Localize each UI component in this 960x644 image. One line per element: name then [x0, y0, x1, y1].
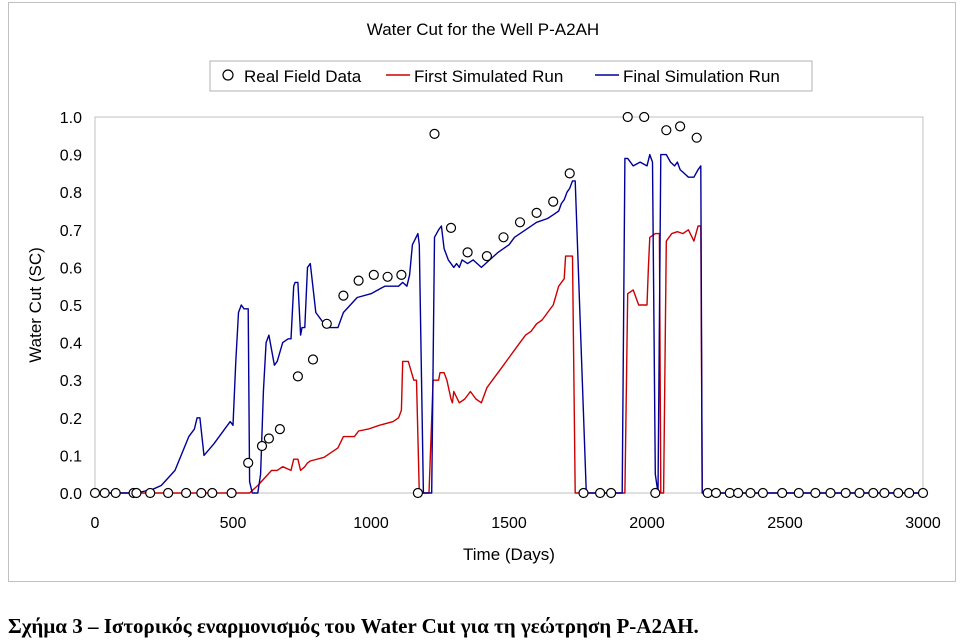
data-point-real-field-data — [481, 251, 492, 262]
data-point-real-field-data — [163, 487, 174, 499]
y-tick-label: 0.2 — [60, 411, 82, 428]
data-point-real-field-data — [793, 487, 804, 499]
data-point-real-field-data — [710, 487, 722, 499]
data-point-real-field-data — [777, 487, 788, 499]
data-point-real-field-data — [605, 487, 617, 499]
data-point-real-field-data — [548, 196, 559, 207]
y-tick-labels: 0.0 0.1 0.2 0.3 0.4 0.5 0.6 0.7 0.8 0.9 1.0 — [60, 110, 82, 503]
data-point-real-field-data — [396, 269, 407, 280]
data-point-real-field-data — [879, 487, 890, 499]
chart-canvas: Water Cut for the Well P-A2AH Real Field… — [26, 20, 941, 564]
data-point-real-field-data — [353, 275, 364, 286]
x-tick-labels: 0 500 1000 1500 2000 2500 3000 — [91, 515, 941, 532]
data-point-real-field-data — [99, 487, 110, 499]
data-point-real-field-data — [840, 487, 851, 499]
data-point-real-field-data — [181, 487, 192, 499]
data-point-real-field-data — [307, 354, 319, 365]
data-point-real-field-data — [661, 125, 672, 136]
data-point-real-field-data — [382, 271, 393, 282]
data-point-real-field-data — [674, 121, 686, 132]
data-point-real-field-data — [412, 487, 423, 499]
series-lines — [95, 153, 923, 494]
y-tick-label: 0.0 — [60, 486, 82, 503]
data-point-real-field-data — [757, 487, 769, 499]
data-point-real-field-data — [868, 487, 879, 499]
data-point-real-field-data — [145, 487, 156, 499]
figure-caption: Σχήμα 3 – Ιστορικός εναρμονισμός του Wat… — [8, 614, 699, 638]
data-point-real-field-data — [732, 487, 744, 499]
y-tick-label: 0.4 — [60, 336, 82, 353]
data-point-real-field-data — [292, 371, 303, 382]
y-tick-label: 0.3 — [60, 373, 82, 390]
series-line-final-simulation-run — [95, 153, 923, 494]
x-axis-label: Time (Days) — [463, 545, 555, 564]
data-point-real-field-data — [854, 487, 865, 499]
legend-label-final-simulation-run: Final Simulation Run — [623, 67, 780, 86]
x-tick-label: 1500 — [491, 515, 527, 532]
data-point-real-field-data — [702, 487, 713, 499]
series-markers — [89, 111, 929, 499]
data-point-real-field-data — [243, 457, 254, 468]
y-axis-label: Water Cut (SC) — [26, 247, 45, 363]
chart-title: Water Cut for the Well P-A2AH — [367, 20, 599, 39]
data-point-real-field-data — [594, 487, 606, 499]
y-tick-label: 0.1 — [60, 448, 82, 465]
data-point-real-field-data — [745, 487, 756, 499]
data-point-real-field-data — [825, 487, 836, 499]
y-tick-label: 1.0 — [60, 110, 82, 127]
data-point-real-field-data — [498, 232, 509, 243]
legend-label-first-simulated-run: First Simulated Run — [414, 67, 563, 86]
data-point-real-field-data — [650, 487, 661, 499]
data-point-real-field-data — [429, 128, 440, 139]
y-tick-label: 0.8 — [60, 185, 82, 202]
x-tick-label: 2500 — [767, 515, 803, 532]
legend-box — [209, 60, 813, 92]
data-point-real-field-data — [917, 487, 929, 499]
x-tick-label: 2000 — [629, 515, 665, 532]
data-point-real-field-data — [196, 487, 207, 499]
data-point-real-field-data — [462, 247, 473, 258]
data-point-real-field-data — [639, 111, 650, 123]
chart-frame — [8, 2, 956, 582]
data-point-real-field-data — [514, 217, 526, 228]
data-point-real-field-data — [724, 487, 735, 499]
data-point-real-field-data — [564, 168, 575, 179]
data-point-real-field-data — [131, 487, 142, 499]
data-point-real-field-data — [622, 111, 633, 123]
data-point-real-field-data — [256, 440, 268, 452]
y-tick-label: 0.7 — [60, 223, 82, 240]
data-point-real-field-data — [226, 487, 237, 499]
data-point-real-field-data — [263, 433, 274, 444]
x-tick-label: 1000 — [353, 515, 389, 532]
legend-marker-real-field-data — [222, 69, 234, 81]
x-tick-label: 0 — [91, 515, 100, 532]
data-point-real-field-data — [904, 487, 915, 499]
legend-label-real-field-data: Real Field Data — [244, 67, 362, 86]
data-point-real-field-data — [338, 290, 349, 301]
data-point-real-field-data — [274, 424, 285, 435]
x-tick-label: 3000 — [905, 515, 941, 532]
data-point-real-field-data — [445, 222, 457, 233]
data-point-real-field-data — [368, 269, 379, 280]
data-point-real-field-data — [578, 487, 589, 499]
y-tick-label: 0.9 — [60, 148, 82, 165]
y-tick-label: 0.6 — [60, 260, 82, 277]
data-point-real-field-data — [810, 487, 821, 499]
data-point-real-field-data — [531, 207, 542, 218]
data-point-real-field-data — [110, 487, 121, 499]
y-tick-label: 0.5 — [60, 298, 82, 315]
plot-area — [94, 116, 924, 494]
legend: Real Field Data First Simulated Run Fina… — [209, 60, 813, 92]
data-point-real-field-data — [691, 132, 702, 143]
series-line-first-simulated-run — [95, 225, 923, 494]
data-point-real-field-data — [893, 487, 904, 499]
data-point-real-field-data — [321, 318, 332, 329]
data-point-real-field-data — [207, 487, 218, 499]
x-tick-label: 500 — [220, 515, 247, 532]
data-point-real-field-data — [89, 487, 101, 499]
